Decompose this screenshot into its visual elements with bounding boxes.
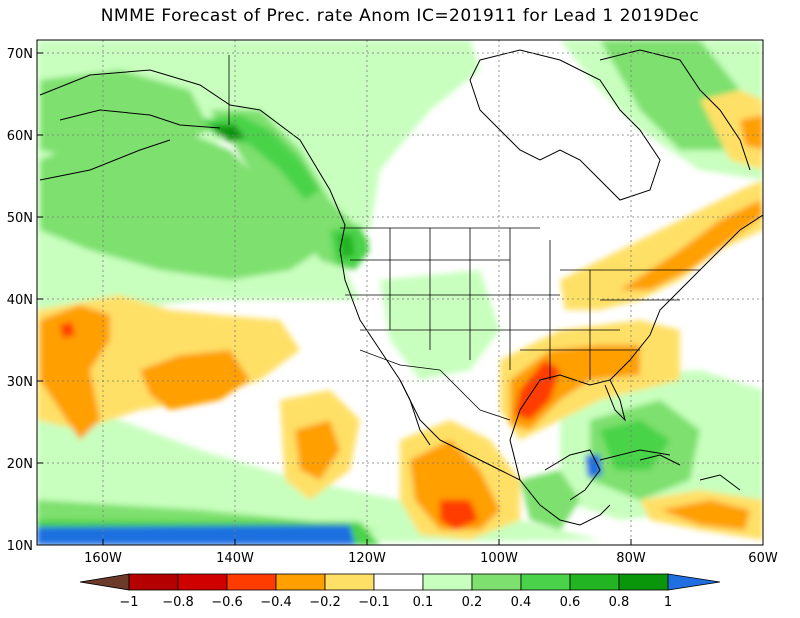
lon-axis: 160W 140W 120W 100W 80W 60W xyxy=(84,539,778,566)
graticule xyxy=(37,40,763,545)
colorbar-label: −1 xyxy=(119,595,138,610)
colorbar-label: 0.4 xyxy=(511,595,532,610)
lat-tick-label: 10N xyxy=(7,539,33,554)
colorbar-segment xyxy=(667,573,721,591)
anomaly-field xyxy=(37,40,763,545)
lon-tick-label: 80W xyxy=(616,551,646,566)
lat-tick-label: 30N xyxy=(7,375,33,390)
colorbar-segment xyxy=(226,573,277,591)
lon-tick-label: 140W xyxy=(216,551,254,566)
map-frame xyxy=(36,39,764,546)
colorbar-segment xyxy=(520,573,571,591)
colorbar-label: 0.8 xyxy=(609,595,630,610)
colorbar-segment xyxy=(618,573,669,591)
colorbar-label: −0.8 xyxy=(162,595,194,610)
lat-tick-label: 60N xyxy=(7,129,33,144)
colorbar-segment xyxy=(422,573,473,591)
colorbar-label: −0.6 xyxy=(211,595,243,610)
colorbar-label: −0.4 xyxy=(260,595,292,610)
colorbar-label: −0.1 xyxy=(358,595,390,610)
map-title: NMME Forecast of Prec. rate Anom IC=2019… xyxy=(100,6,700,26)
colorbar-segment xyxy=(471,573,522,591)
lon-tick-label: 100W xyxy=(480,551,518,566)
colorbar-segment xyxy=(324,573,375,591)
colorbar-label: 0.1 xyxy=(413,595,434,610)
lat-tick-label: 70N xyxy=(7,47,33,62)
colorbar-label: −0.2 xyxy=(309,595,341,610)
colorbar-label: 1 xyxy=(664,595,672,610)
colorbar-segment xyxy=(79,573,130,591)
lon-tick-label: 60W xyxy=(748,551,778,566)
colorbar-segment xyxy=(275,573,326,591)
lon-tick-label: 120W xyxy=(348,551,386,566)
colorbar-segment xyxy=(373,573,424,591)
colorbar-label: 0.2 xyxy=(462,595,483,610)
lat-tick-label: 40N xyxy=(7,293,33,308)
colorbar: −1 −0.8 −0.6 −0.4 −0.2 −0.1 0.1 0.2 0.4 … xyxy=(79,573,721,610)
colorbar-label: 0.6 xyxy=(560,595,581,610)
lat-tick-label: 50N xyxy=(7,211,33,226)
lat-axis: 70N 60N 50N 40N 30N 20N 10N xyxy=(7,47,43,554)
colorbar-segment xyxy=(569,573,620,591)
lon-tick-label: 160W xyxy=(84,551,122,566)
lat-tick-label: 20N xyxy=(7,457,33,472)
colorbar-segment xyxy=(177,573,228,591)
colorbar-segment xyxy=(128,573,179,591)
